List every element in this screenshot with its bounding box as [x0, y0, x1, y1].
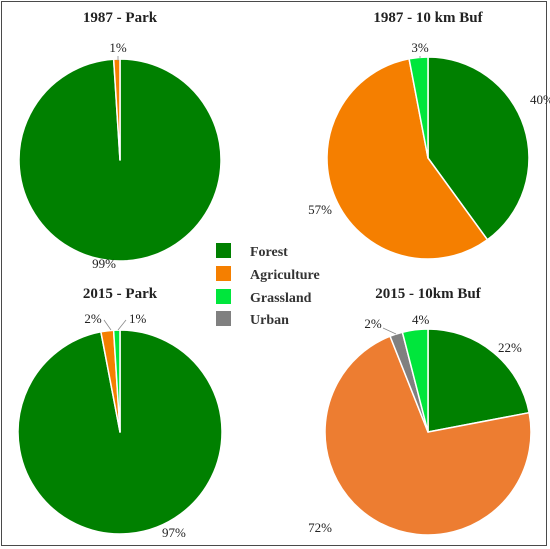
pie-chart-1987-buffer: 1987 - 10 km Buf 40% 57% 3% [308, 10, 550, 260]
data-label-agriculture: 57% [308, 202, 332, 217]
pie-slice-agriculture [112, 58, 121, 161]
pie-slice-grassland [401, 328, 429, 433]
chart-title: 1987 - 10 km Buf [373, 10, 483, 26]
pie-slice-grassland [112, 329, 121, 433]
pie-slice-agriculture [324, 335, 532, 536]
data-label-grassland: 1% [129, 311, 147, 326]
data-label-grassland: 3% [411, 40, 429, 55]
chart-title: 1987 - Park [83, 10, 158, 26]
legend-label-agriculture: Agriculture [250, 268, 320, 283]
legend-label-urban: Urban [250, 313, 289, 328]
legend: Forest Agriculture Grassland Urban [216, 243, 320, 328]
data-label-forest: 22% [498, 340, 522, 355]
pie-chart-1987-park: 1987 - Park 99% 1% [18, 10, 222, 271]
label-leader-line [117, 319, 127, 331]
data-label-agriculture: 2% [84, 311, 102, 326]
pie-slice-grassland [408, 56, 429, 159]
chart-title: 2015 - Park [83, 286, 158, 302]
label-leader-line [103, 319, 112, 331]
data-label-forest: 99% [92, 256, 116, 271]
data-label-agriculture: 1% [109, 40, 127, 55]
legend-swatch-grassland [216, 289, 231, 304]
legend-label-forest: Forest [250, 245, 288, 260]
pie-slice-forest [427, 328, 530, 433]
legend-swatch-agriculture [216, 266, 231, 281]
chart-title: 2015 - 10km Buf [375, 286, 481, 302]
legend-label-grassland: Grassland [250, 291, 312, 306]
pie-slice-agriculture [326, 58, 489, 260]
data-label-forest: 97% [162, 525, 186, 540]
pie-chart-2015-park: 2015 - Park 97% 2% 1% [17, 286, 223, 540]
data-label-forest: 40% [530, 92, 550, 107]
label-leader-line [382, 327, 397, 335]
data-label-urban: 2% [364, 316, 382, 331]
data-label-grassland: 4% [412, 312, 430, 327]
legend-swatch-forest [216, 243, 231, 258]
legend-swatch-urban [216, 311, 231, 326]
pie-chart-2015-buffer: 2015 - 10km Buf 22% 72% 2% 4% [308, 286, 532, 536]
data-label-agriculture: 72% [308, 520, 332, 535]
pie-slice-forest [427, 56, 530, 241]
